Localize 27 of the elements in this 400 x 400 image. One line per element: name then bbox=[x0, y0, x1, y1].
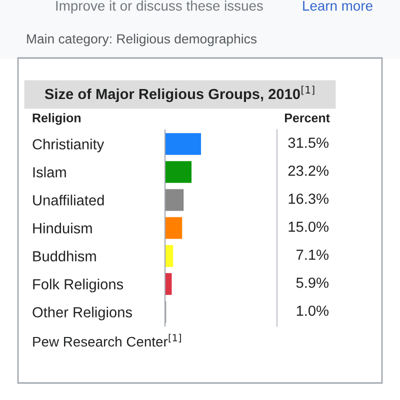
y-tick-label: Other Religions bbox=[32, 306, 132, 320]
y-tick-label: Unaffiliated bbox=[33, 194, 104, 206]
text: Main category: Religious demographics bbox=[27, 34, 257, 46]
bar bbox=[165, 217, 182, 239]
bar bbox=[165, 161, 192, 183]
data-label: 7.1% bbox=[296, 250, 328, 260]
data-label: 5.9% bbox=[296, 278, 328, 288]
y-tick-label: Folk Religions bbox=[33, 278, 124, 292]
text: Pew Research Center$^{[1]}$ bbox=[33, 334, 181, 347]
y-tick-label: Islam bbox=[33, 166, 66, 178]
text: Learn more bbox=[303, 1, 372, 11]
bar bbox=[165, 189, 184, 211]
text: Percent bbox=[284, 114, 330, 122]
y-tick-label: Buddhism bbox=[33, 250, 96, 262]
bar bbox=[165, 133, 201, 155]
bar bbox=[165, 273, 172, 295]
y-tick-label: Hinduism bbox=[33, 222, 92, 234]
y-tick-label: Christianity bbox=[32, 138, 104, 152]
data-label: 16.3% bbox=[288, 194, 328, 204]
chart-title: Size of Major Religious Groups, 2010$^{[1]}$ bbox=[44, 86, 314, 102]
data-label: 15.0% bbox=[288, 222, 328, 232]
text: Improve it or discuss these issues bbox=[56, 0, 263, 14]
bar bbox=[165, 245, 174, 267]
data-label: 31.5% bbox=[288, 138, 328, 148]
data-label: 1.0% bbox=[296, 306, 328, 316]
data-label: 23.2% bbox=[288, 166, 328, 176]
y-axis-title: Religion bbox=[32, 113, 81, 125]
